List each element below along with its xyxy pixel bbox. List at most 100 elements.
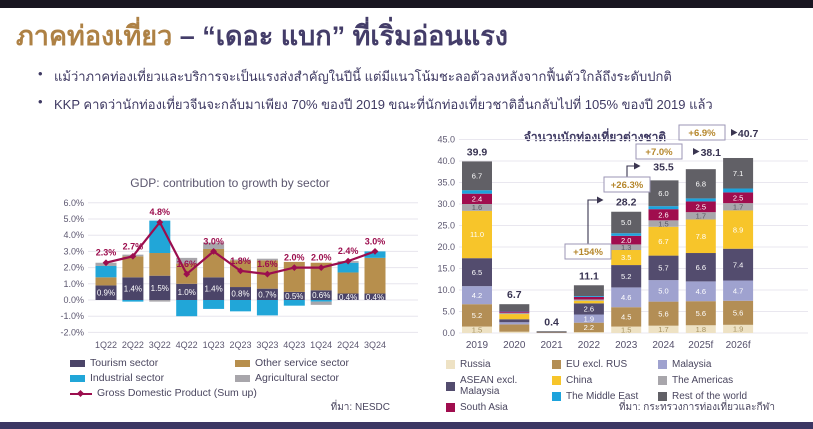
bar-segment bbox=[536, 331, 567, 333]
bar-segment bbox=[149, 300, 171, 302]
bar-segment bbox=[611, 326, 642, 333]
gdp-chart-title: GDP: contribution to growth by sector bbox=[130, 176, 330, 190]
bar-total-label: 38.1 bbox=[701, 147, 722, 159]
segment-value-label: 5.2 bbox=[472, 311, 482, 320]
segment-value-label: 4.7 bbox=[733, 286, 743, 295]
bar-segment bbox=[462, 326, 492, 333]
gdp-line-marker bbox=[290, 264, 298, 271]
annotation-connector bbox=[626, 165, 634, 177]
segment-value-label: 1.9 bbox=[584, 314, 594, 323]
bar-segment bbox=[573, 296, 604, 297]
tourist-chart-legend: Russia ASEAN excl. Malaysia South Asia EU e… bbox=[446, 359, 764, 418]
bar-segment bbox=[723, 248, 754, 281]
gdp-line-value-label: 4.8% bbox=[150, 207, 171, 217]
bar-group-3Q24: 0.4% bbox=[364, 251, 386, 302]
legend-swatch bbox=[70, 374, 85, 382]
legend-column: Russia ASEAN excl. Malaysia South Asia bbox=[446, 359, 552, 418]
segment-value-label: 0.7% bbox=[258, 290, 276, 299]
legend-item: The Middle East bbox=[552, 391, 658, 402]
bar-segment bbox=[573, 285, 604, 297]
y-tick-label: 1.0% bbox=[63, 279, 84, 289]
bar-segment bbox=[499, 319, 530, 323]
y-tick-label: 15.0 bbox=[437, 264, 455, 274]
segment-value-label: 0.5% bbox=[285, 292, 303, 301]
bar-segment bbox=[685, 253, 716, 282]
segment-value-label: 4.6 bbox=[696, 287, 706, 296]
bar-segment bbox=[685, 212, 716, 220]
bar-segment bbox=[648, 209, 679, 221]
legend-label: Russia bbox=[460, 359, 491, 370]
y-tick-label: -2.0% bbox=[60, 327, 84, 337]
x-tick-label: 2022 bbox=[578, 340, 601, 351]
x-tick-label: 2019 bbox=[466, 340, 489, 351]
bar-segment bbox=[685, 219, 716, 254]
annotation-label: +26.3% bbox=[611, 180, 644, 191]
x-tick-label: 1Q23 bbox=[203, 340, 225, 350]
segment-value-label: 5.0 bbox=[621, 218, 631, 227]
bar-group-2023: 1.5 4.5 4.6 5.2 3.51.32.0 5.0 bbox=[611, 211, 642, 334]
legend-swatch bbox=[552, 376, 561, 385]
bar-segment bbox=[203, 300, 225, 309]
legend-swatch bbox=[446, 381, 455, 391]
y-tick-label: 0.0 bbox=[442, 328, 455, 338]
bar-segment bbox=[462, 258, 492, 287]
legend-column: EU excl. RUS China The Middle East bbox=[552, 359, 658, 418]
annotation-box bbox=[564, 243, 612, 260]
segment-value-label: 5.2 bbox=[621, 272, 631, 281]
gdp-line-marker bbox=[371, 248, 379, 255]
segment-value-label: 0.4% bbox=[366, 293, 384, 302]
x-tick-label: 2020 bbox=[503, 340, 526, 351]
tourist-chart-title: จำนวนนักท่องเที่ยวต่างชาติ bbox=[523, 130, 667, 144]
gdp-chart-legend: Tourism sector Other service sector Indust… bbox=[70, 357, 400, 402]
top-strip bbox=[0, 0, 813, 8]
segment-value-label: 1.9 bbox=[733, 325, 743, 334]
bar-segment bbox=[685, 198, 716, 202]
legend-item: Rest of the world bbox=[658, 391, 764, 402]
bar-segment bbox=[685, 301, 716, 326]
segment-value-label: 6.8 bbox=[696, 179, 706, 188]
segment-value-label: 3.5 bbox=[621, 253, 631, 262]
annotation-box bbox=[603, 176, 651, 193]
legend-label: EU excl. RUS bbox=[566, 359, 628, 370]
legend-swatch bbox=[235, 359, 250, 367]
y-tick-label: 4.0% bbox=[63, 230, 84, 240]
annotation-label: +6.9% bbox=[688, 128, 716, 139]
bar-segment bbox=[723, 203, 754, 211]
tourist-chart-source: ที่มา: กระทรวงการท่องเที่ยวและกีฬา bbox=[618, 402, 775, 413]
segment-value-label: 1.8 bbox=[696, 325, 706, 334]
bar-segment bbox=[122, 300, 144, 302]
legend-item: China bbox=[552, 375, 658, 386]
bar-segment bbox=[573, 314, 604, 323]
segment-value-label: 5.6 bbox=[696, 309, 706, 318]
bar-segment bbox=[310, 300, 332, 302]
legend-label: China bbox=[566, 375, 593, 386]
bar-segment bbox=[364, 293, 386, 300]
legend-column: Malaysia The Americas Rest of the world bbox=[658, 359, 764, 418]
bar-segment bbox=[364, 257, 386, 294]
x-tick-label: 2Q22 bbox=[122, 340, 144, 350]
legend-swatch bbox=[552, 392, 561, 401]
bar-segment bbox=[685, 201, 716, 213]
segment-value-label: 1.7 bbox=[696, 212, 706, 221]
bar-group-1Q24: 0.6% bbox=[310, 262, 332, 305]
bar-segment bbox=[611, 235, 642, 245]
bar-segment bbox=[176, 300, 198, 317]
bar-segment bbox=[723, 300, 754, 325]
y-tick-label: 6.0% bbox=[63, 198, 84, 208]
gdp-line-value-label: 2.0% bbox=[311, 253, 332, 263]
x-tick-label: 3Q22 bbox=[149, 340, 171, 350]
bar-segment bbox=[723, 157, 754, 189]
bar-group-2025f: 1.8 5.6 4.6 6.6 7.8 1.72.5 6.8 bbox=[685, 169, 716, 334]
bar-segment bbox=[499, 304, 530, 312]
bar-segment bbox=[122, 256, 144, 278]
legend-item: Other service sector bbox=[235, 357, 400, 369]
bar-segment bbox=[499, 312, 530, 315]
bar-segment bbox=[573, 322, 604, 333]
annotation-connector bbox=[587, 199, 597, 244]
y-tick-label: -1.0% bbox=[60, 311, 84, 321]
bullet-item: แม้ว่าภาคท่องเที่ยวและบริการจะเป็นแรงส่ง… bbox=[38, 66, 778, 87]
gdp-line-marker bbox=[237, 267, 244, 275]
y-tick-label: 45.0 bbox=[437, 135, 455, 145]
segment-value-label: 6.7 bbox=[658, 237, 668, 246]
